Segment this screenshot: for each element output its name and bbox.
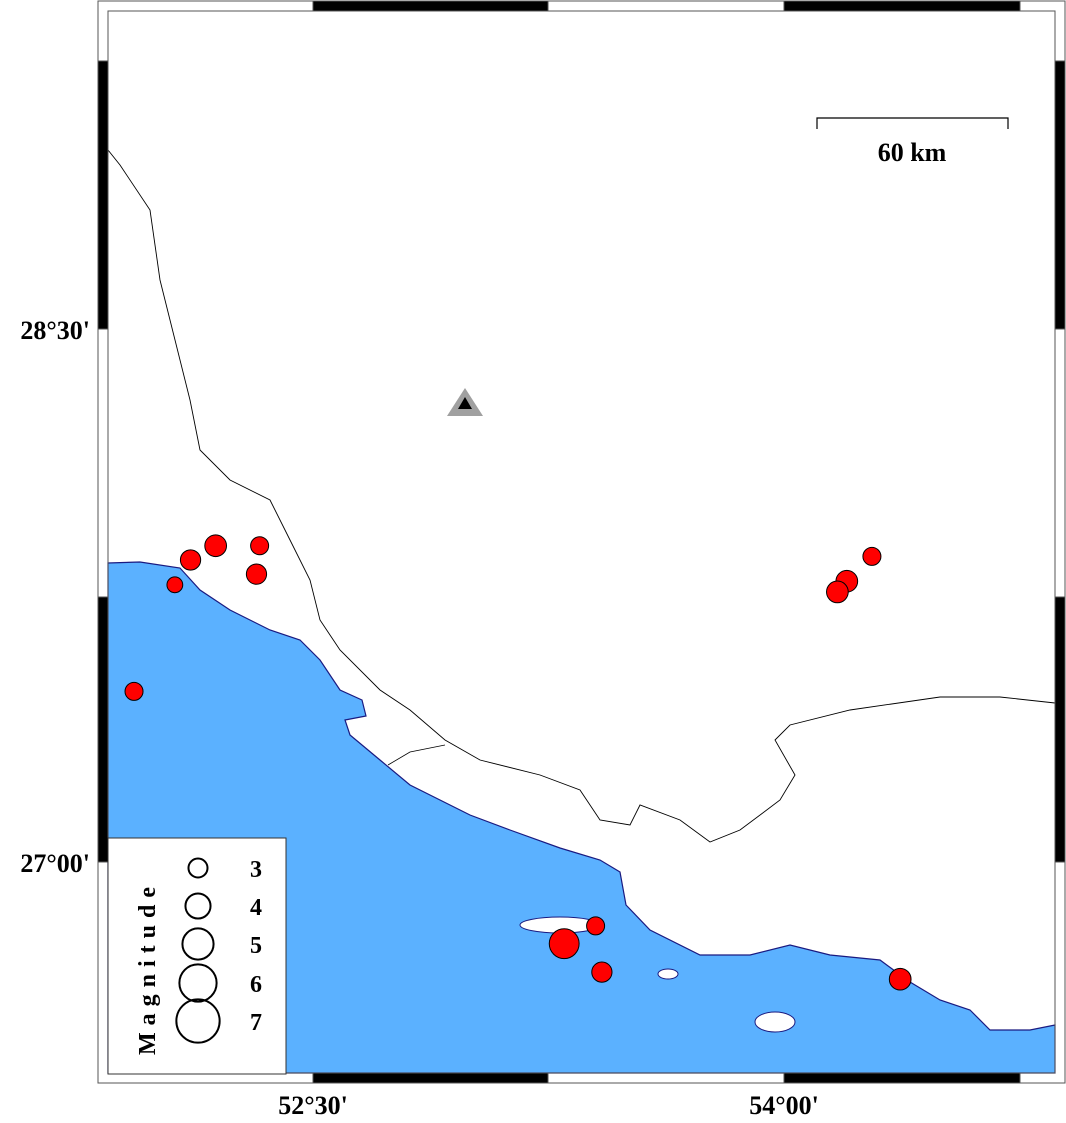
triangle-icon <box>458 397 472 409</box>
earthquake-event <box>888 967 912 991</box>
earthquake-event <box>586 916 606 936</box>
island <box>754 1011 796 1033</box>
earthquake-event <box>548 928 580 960</box>
station-marker <box>447 388 483 416</box>
event-layer <box>124 534 912 991</box>
legend-circle-icon <box>184 892 212 920</box>
scale-bar-label: 60 km <box>878 138 947 167</box>
island <box>657 968 679 980</box>
earthquake-event <box>250 536 270 556</box>
earthquake-event <box>245 563 268 585</box>
earthquake-event <box>179 549 202 571</box>
earthquake-event <box>591 961 613 983</box>
legend-label: 6 <box>250 972 262 998</box>
legend-label: 4 <box>250 895 262 921</box>
scale-bar: 60 km <box>816 117 1009 167</box>
earthquake-event <box>166 576 184 594</box>
legend-label: 5 <box>250 933 262 959</box>
legend-circle-icon <box>181 927 215 961</box>
province-border <box>387 744 446 766</box>
magnitude-legend: Magnitude 3 4 5 6 7 <box>107 837 287 1075</box>
legend-circle-icon <box>175 998 221 1044</box>
earthquake-event <box>826 580 849 604</box>
map-frame <box>97 0 1066 1084</box>
lat-label: 27°00' <box>20 849 90 878</box>
legend-circle-icon <box>187 857 209 879</box>
lon-label: 52°30' <box>278 1091 348 1120</box>
lat-label: 28°30' <box>20 316 90 345</box>
lon-label: 54°00' <box>749 1091 819 1120</box>
legend-title: Magnitude <box>135 880 161 1055</box>
earthquake-event <box>124 681 144 701</box>
legend-circle-icon <box>178 963 218 1003</box>
province-border <box>107 149 1056 843</box>
legend-label: 7 <box>250 1010 262 1036</box>
earthquake-event <box>862 546 882 566</box>
earthquake-event <box>204 534 228 558</box>
sea-area <box>107 561 1056 1074</box>
legend-label: 3 <box>250 857 262 883</box>
